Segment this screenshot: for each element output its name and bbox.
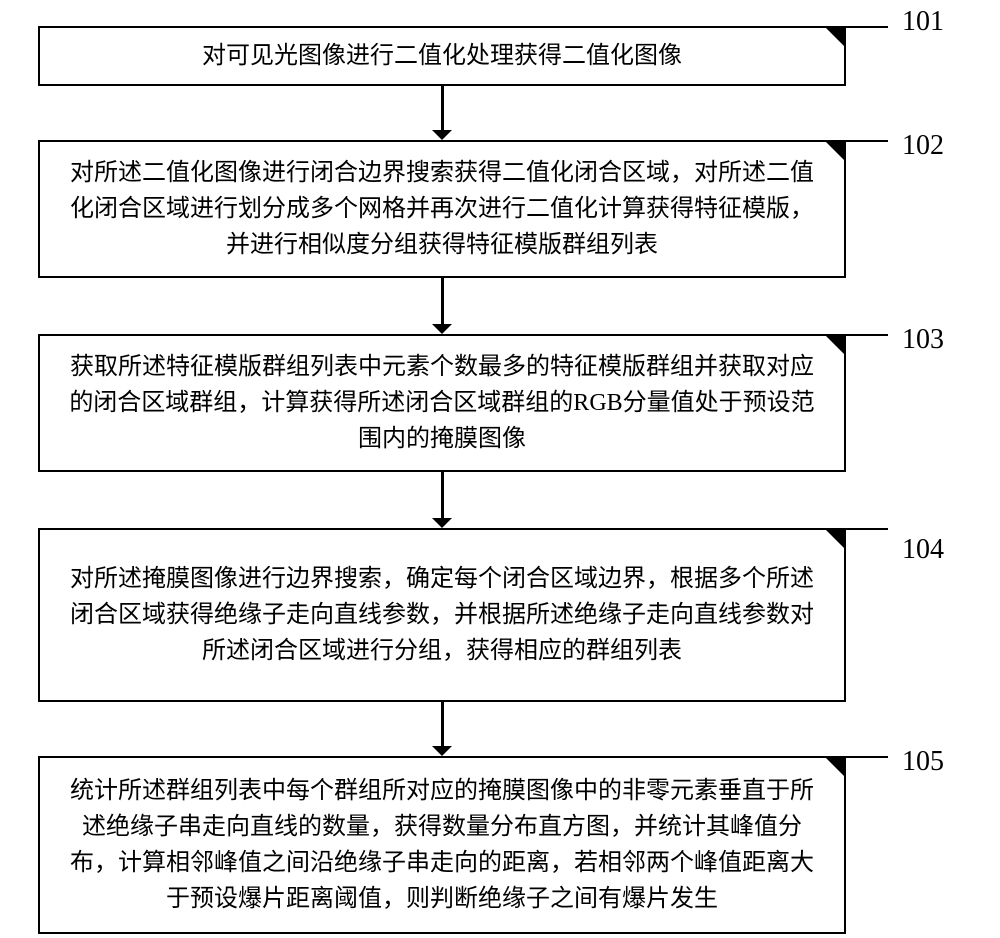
flow-arrow-line [441, 702, 444, 746]
step-notch [824, 756, 846, 778]
step-connector [846, 528, 888, 530]
step-label-102: 102 [902, 130, 944, 162]
step-label-101: 101 [902, 6, 944, 38]
step-label-105: 105 [902, 746, 944, 778]
flow-step-text: 对所述掩膜图像进行边界搜索，确定每个闭合区域边界，根据多个所述闭合区域获得绝缘子… [68, 561, 816, 669]
step-notch [824, 334, 846, 356]
flow-arrow-head [432, 746, 452, 756]
step-connector [846, 26, 888, 28]
flow-step-text: 统计所述群组列表中每个群组所对应的掩膜图像中的非零元素垂直于所述绝缘子串走向直线… [68, 773, 816, 917]
flow-arrow-line [441, 86, 444, 130]
step-notch [824, 140, 846, 162]
flow-step-text: 对所述二值化图像进行闭合边界搜索获得二值化闭合区域，对所述二值化闭合区域进行划分… [68, 155, 816, 263]
step-connector [846, 140, 888, 142]
step-label-103: 103 [902, 324, 944, 356]
flow-step-101: 对可见光图像进行二值化处理获得二值化图像 [38, 26, 846, 86]
flowchart-canvas: 对可见光图像进行二值化处理获得二值化图像 101 对所述二值化图像进行闭合边界搜索获… [0, 0, 1000, 938]
flow-arrow-line [441, 278, 444, 324]
step-notch [824, 528, 846, 550]
step-connector [846, 756, 888, 758]
flow-step-103: 获取所述特征模版群组列表中元素个数最多的特征模版群组并获取对应的闭合区域群组，计… [38, 334, 846, 472]
flow-step-text: 获取所述特征模版群组列表中元素个数最多的特征模版群组并获取对应的闭合区域群组，计… [68, 349, 816, 457]
flow-step-102: 对所述二值化图像进行闭合边界搜索获得二值化闭合区域，对所述二值化闭合区域进行划分… [38, 140, 846, 278]
step-notch [824, 26, 846, 48]
flow-arrow-line [441, 472, 444, 518]
step-connector [846, 334, 888, 336]
step-label-104: 104 [902, 534, 944, 566]
flow-arrow-head [432, 518, 452, 528]
flow-arrow-head [432, 130, 452, 140]
flow-arrow-head [432, 324, 452, 334]
flow-step-104: 对所述掩膜图像进行边界搜索，确定每个闭合区域边界，根据多个所述闭合区域获得绝缘子… [38, 528, 846, 702]
flow-step-105: 统计所述群组列表中每个群组所对应的掩膜图像中的非零元素垂直于所述绝缘子串走向直线… [38, 756, 846, 934]
flow-step-text: 对可见光图像进行二值化处理获得二值化图像 [202, 38, 682, 74]
